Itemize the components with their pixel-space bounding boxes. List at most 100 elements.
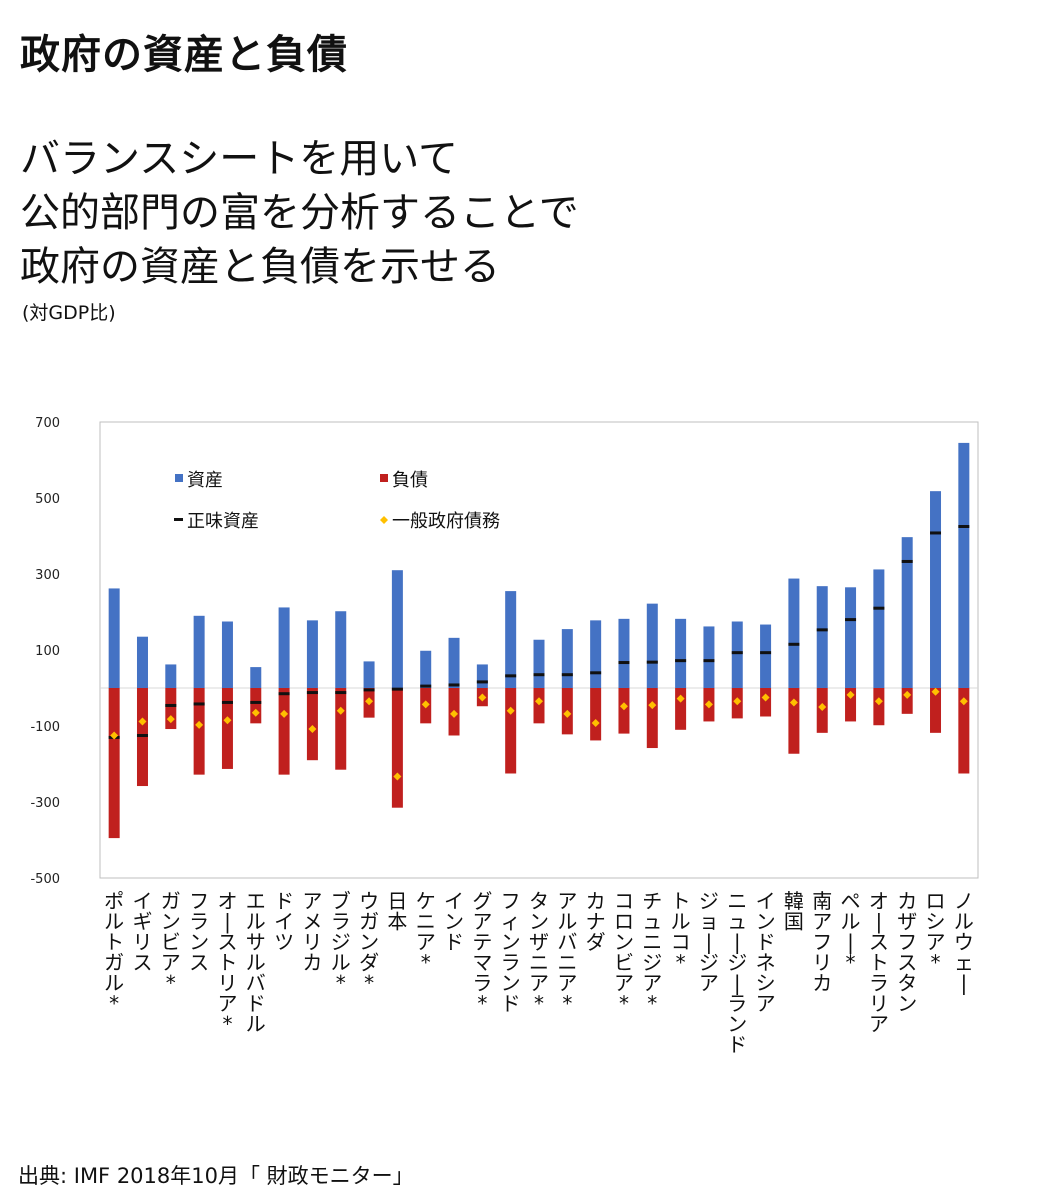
net-worth-marker <box>703 659 715 663</box>
net-worth-marker <box>363 688 375 692</box>
bar-liabilities <box>335 688 347 770</box>
y-tick-label: 100 <box>35 644 60 659</box>
gov-debt-marker <box>506 706 515 715</box>
bar-liabilities <box>788 688 800 754</box>
gov-debt-marker <box>393 772 402 781</box>
x-category-label: イギリス <box>132 889 152 975</box>
bar-assets <box>448 637 460 688</box>
y-tick-label: -100 <box>30 720 60 735</box>
net-worth-marker <box>136 734 148 737</box>
net-worth-marker <box>505 674 517 678</box>
net-worth-marker <box>420 684 432 688</box>
plot-area <box>99 421 979 879</box>
x-category-label: ケニア* <box>416 889 436 975</box>
gov-debt-marker <box>478 693 487 702</box>
bar-assets <box>108 588 120 688</box>
bar-assets <box>816 586 828 688</box>
bar-assets <box>703 626 715 688</box>
x-category-label: 南アフリカ <box>812 889 832 995</box>
bar-assets <box>278 607 290 688</box>
bar-liabilities <box>391 688 403 808</box>
subtitle-line-2: 公的部門の富を分析することで <box>20 190 579 236</box>
gov-debt-marker <box>761 693 770 702</box>
gov-debt-marker <box>450 709 459 718</box>
bar-liabilities <box>221 688 233 769</box>
gov-debt-marker <box>818 703 827 711</box>
x-category-label: 韓国 <box>784 889 804 934</box>
net-worth-marker <box>788 642 800 646</box>
bar-assets <box>335 611 347 688</box>
bar-assets <box>363 661 375 688</box>
net-worth-marker <box>476 680 488 684</box>
bar-assets <box>420 650 432 688</box>
legend-swatch-net_worth <box>174 518 183 521</box>
bar-liabilities <box>845 688 857 722</box>
net-worth-marker <box>731 651 743 655</box>
gov-debt-marker <box>110 731 119 740</box>
net-worth-marker <box>165 703 177 707</box>
bar-assets <box>901 537 913 688</box>
x-category-label: トルコ* <box>671 889 691 975</box>
bar-liabilities <box>108 688 120 839</box>
bar-liabilities <box>958 688 970 774</box>
gov-debt-marker <box>280 709 289 718</box>
gov-debt-marker <box>931 687 940 696</box>
bar-assets <box>845 587 857 688</box>
bar-liabilities <box>901 688 913 714</box>
bar-liabilities <box>306 688 318 761</box>
page-title: 政府の資産と負債 <box>20 32 348 78</box>
unit-label: (対GDP比) <box>22 302 116 324</box>
x-category-label: ペル| * <box>841 889 861 975</box>
gov-debt-marker <box>251 708 260 717</box>
gov-debt-marker <box>619 702 628 711</box>
gov-debt-marker <box>789 698 798 707</box>
x-category-label: インド <box>444 889 464 954</box>
x-category-label: コロンビア* <box>614 889 634 1016</box>
x-category-label: ポルトガル* <box>104 889 124 1016</box>
bar-liabilities <box>533 688 545 724</box>
gov-debt-marker <box>903 690 912 699</box>
y-tick-label: 500 <box>35 492 60 507</box>
x-category-label: アメリカ <box>302 889 322 975</box>
net-worth-marker <box>845 618 857 622</box>
x-category-label: ドイツ <box>274 889 294 954</box>
y-tick-label: -300 <box>30 796 60 811</box>
bar-assets <box>391 570 403 688</box>
bar-assets <box>873 569 885 688</box>
net-worth-marker <box>958 525 970 528</box>
y-tick-label: -500 <box>30 872 60 887</box>
legend-label-gov_debt: 一般政府債務 <box>392 511 500 532</box>
x-category-label: 日本 <box>387 889 407 934</box>
net-worth-marker <box>250 700 262 704</box>
legend-label-liabilities: 負債 <box>392 470 428 491</box>
subtitle-line-3: 政府の資産と負債を示せる <box>20 244 500 290</box>
bar-liabilities <box>250 688 262 724</box>
net-worth-marker <box>760 651 772 655</box>
net-worth-marker <box>901 559 913 563</box>
net-worth-marker <box>930 531 942 535</box>
gov-debt-marker <box>591 718 600 727</box>
bar-assets <box>136 636 148 688</box>
bar-liabilities <box>193 688 205 775</box>
net-worth-marker <box>533 673 545 677</box>
gov-debt-marker <box>733 697 742 706</box>
gov-debt-marker <box>676 694 685 703</box>
subtitle-line-1: バランスシートを用いて <box>20 136 458 182</box>
gov-debt-marker <box>421 700 430 709</box>
legend-swatch-assets <box>175 474 183 482</box>
legend-label-assets: 資産 <box>187 470 223 491</box>
net-worth-marker <box>561 673 573 677</box>
x-category-label: ニュ|ジ|ランド <box>727 889 747 1057</box>
bar-liabilities <box>278 688 290 775</box>
subtitle: バランスシートを用いて 公的部門の富を分析することで 政府の資産と負債を示せる <box>20 132 579 294</box>
bar-assets <box>306 620 318 688</box>
bar-liabilities <box>136 688 148 787</box>
bar-assets <box>646 603 658 688</box>
bar-assets <box>193 615 205 688</box>
net-worth-marker <box>448 683 460 687</box>
bar-assets <box>561 629 573 688</box>
x-category-label: チュニジア* <box>642 889 662 1016</box>
bar-assets <box>930 491 942 688</box>
net-worth-marker <box>278 692 290 696</box>
gov-debt-marker <box>563 709 572 718</box>
